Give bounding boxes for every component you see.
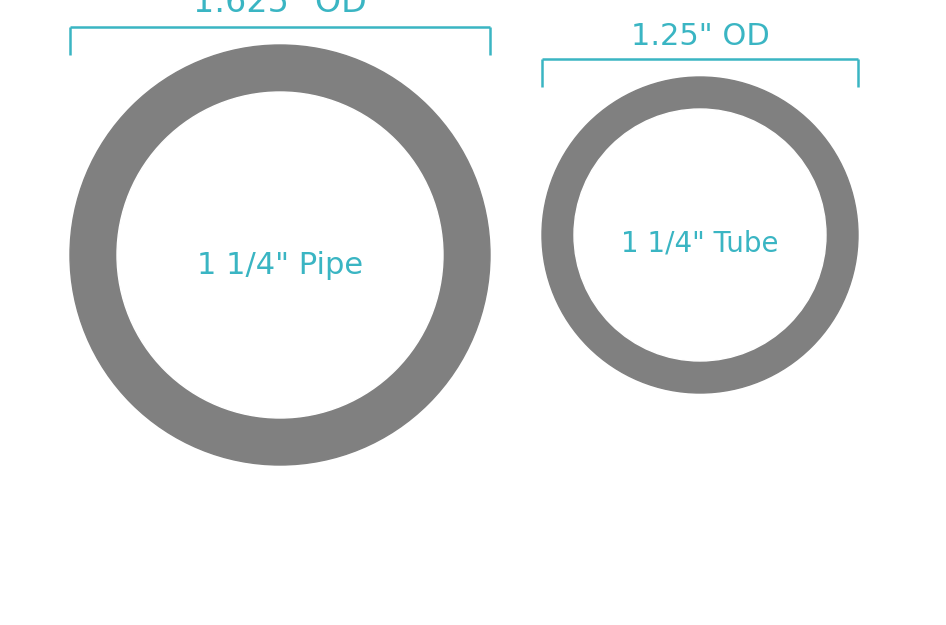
Text: 1 1/4" Pipe: 1 1/4" Pipe [197,251,363,279]
Circle shape [70,45,490,465]
Text: 1.625" OD: 1.625" OD [193,0,367,19]
Circle shape [117,92,443,418]
Circle shape [574,109,826,361]
Text: 1 1/4" Tube: 1 1/4" Tube [622,229,779,257]
Circle shape [542,77,858,393]
Text: 1.25" OD: 1.25" OD [631,22,769,51]
